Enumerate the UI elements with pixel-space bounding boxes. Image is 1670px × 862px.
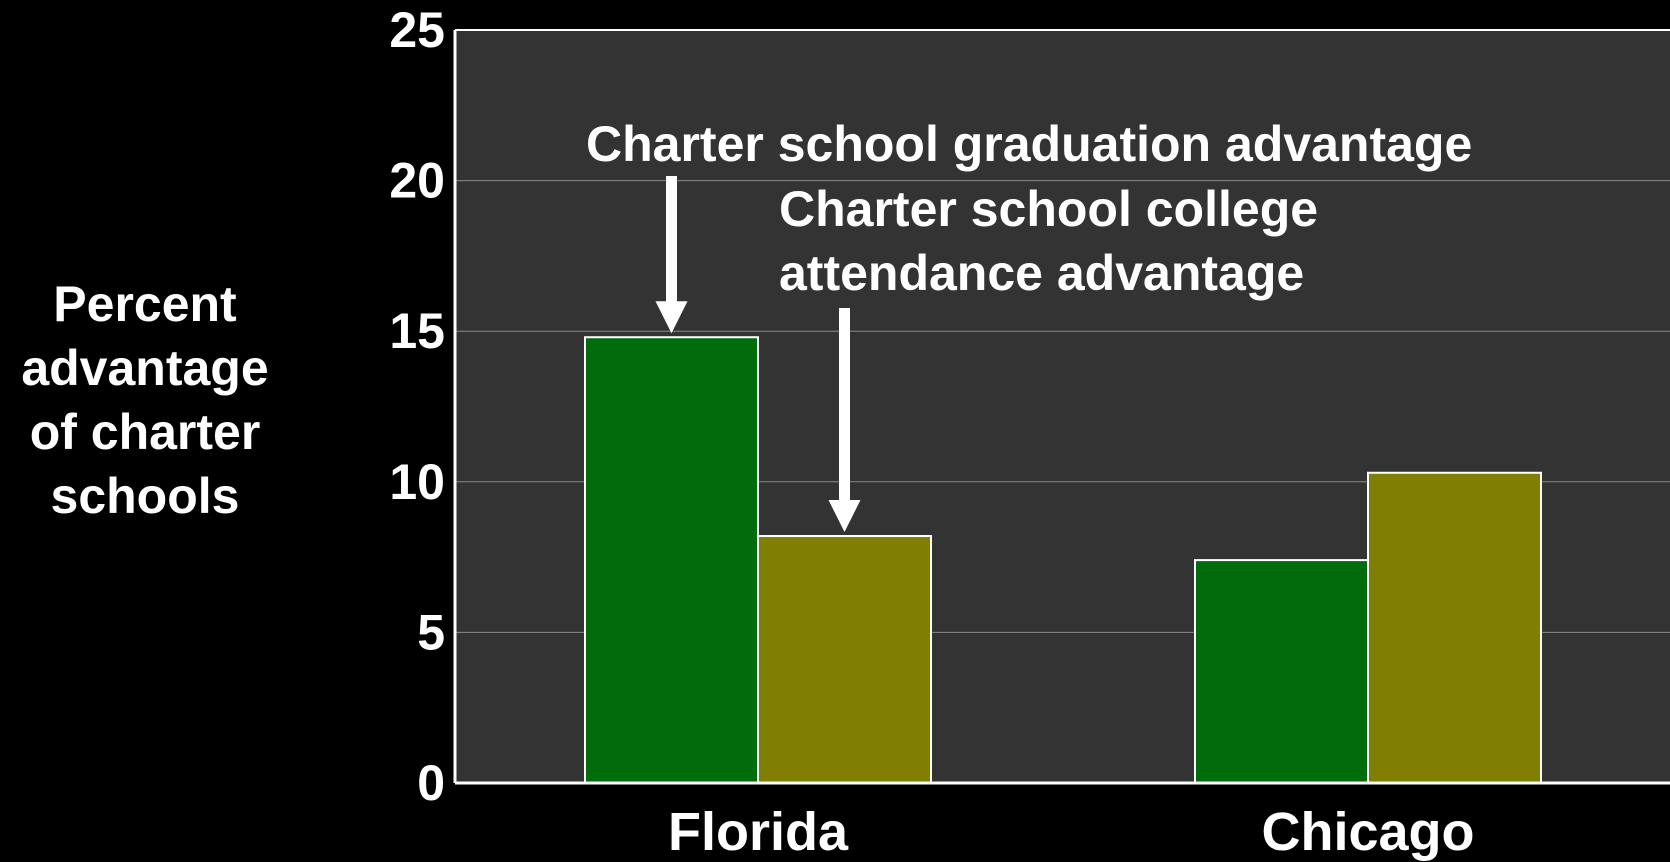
x-tick-label: Chicago bbox=[1261, 802, 1474, 862]
annotation-college-attendance: Charter school college attendance advant… bbox=[779, 181, 1319, 301]
x-tick-label: Florida bbox=[668, 802, 849, 862]
annotation-graduation: Charter school graduation advantage bbox=[586, 116, 1473, 172]
bar-chicago-1 bbox=[1194, 559, 1369, 784]
y-axis-label: Percent advantage of charter schools bbox=[21, 276, 269, 524]
y-tick-label: 0 bbox=[417, 755, 445, 811]
annotation-arrow-head bbox=[828, 500, 861, 533]
bar-florida-2 bbox=[757, 535, 932, 784]
bars bbox=[584, 336, 1542, 784]
axes bbox=[453, 29, 1670, 785]
y-tick-label: 5 bbox=[417, 604, 445, 660]
annotation-arrow-head bbox=[655, 301, 688, 334]
y-tick-label: 15 bbox=[389, 303, 445, 359]
annotation-arrows bbox=[655, 176, 861, 533]
y-tick-label: 25 bbox=[389, 2, 445, 58]
bar-florida-1 bbox=[584, 336, 759, 784]
y-tick-label: 10 bbox=[389, 454, 445, 510]
y-tick-label: 20 bbox=[389, 153, 445, 209]
x-tick-labels: Florida Chicago bbox=[668, 802, 1475, 862]
y-tick-labels: 0 5 10 15 20 25 bbox=[389, 2, 445, 811]
bar-chicago-2 bbox=[1367, 471, 1542, 784]
